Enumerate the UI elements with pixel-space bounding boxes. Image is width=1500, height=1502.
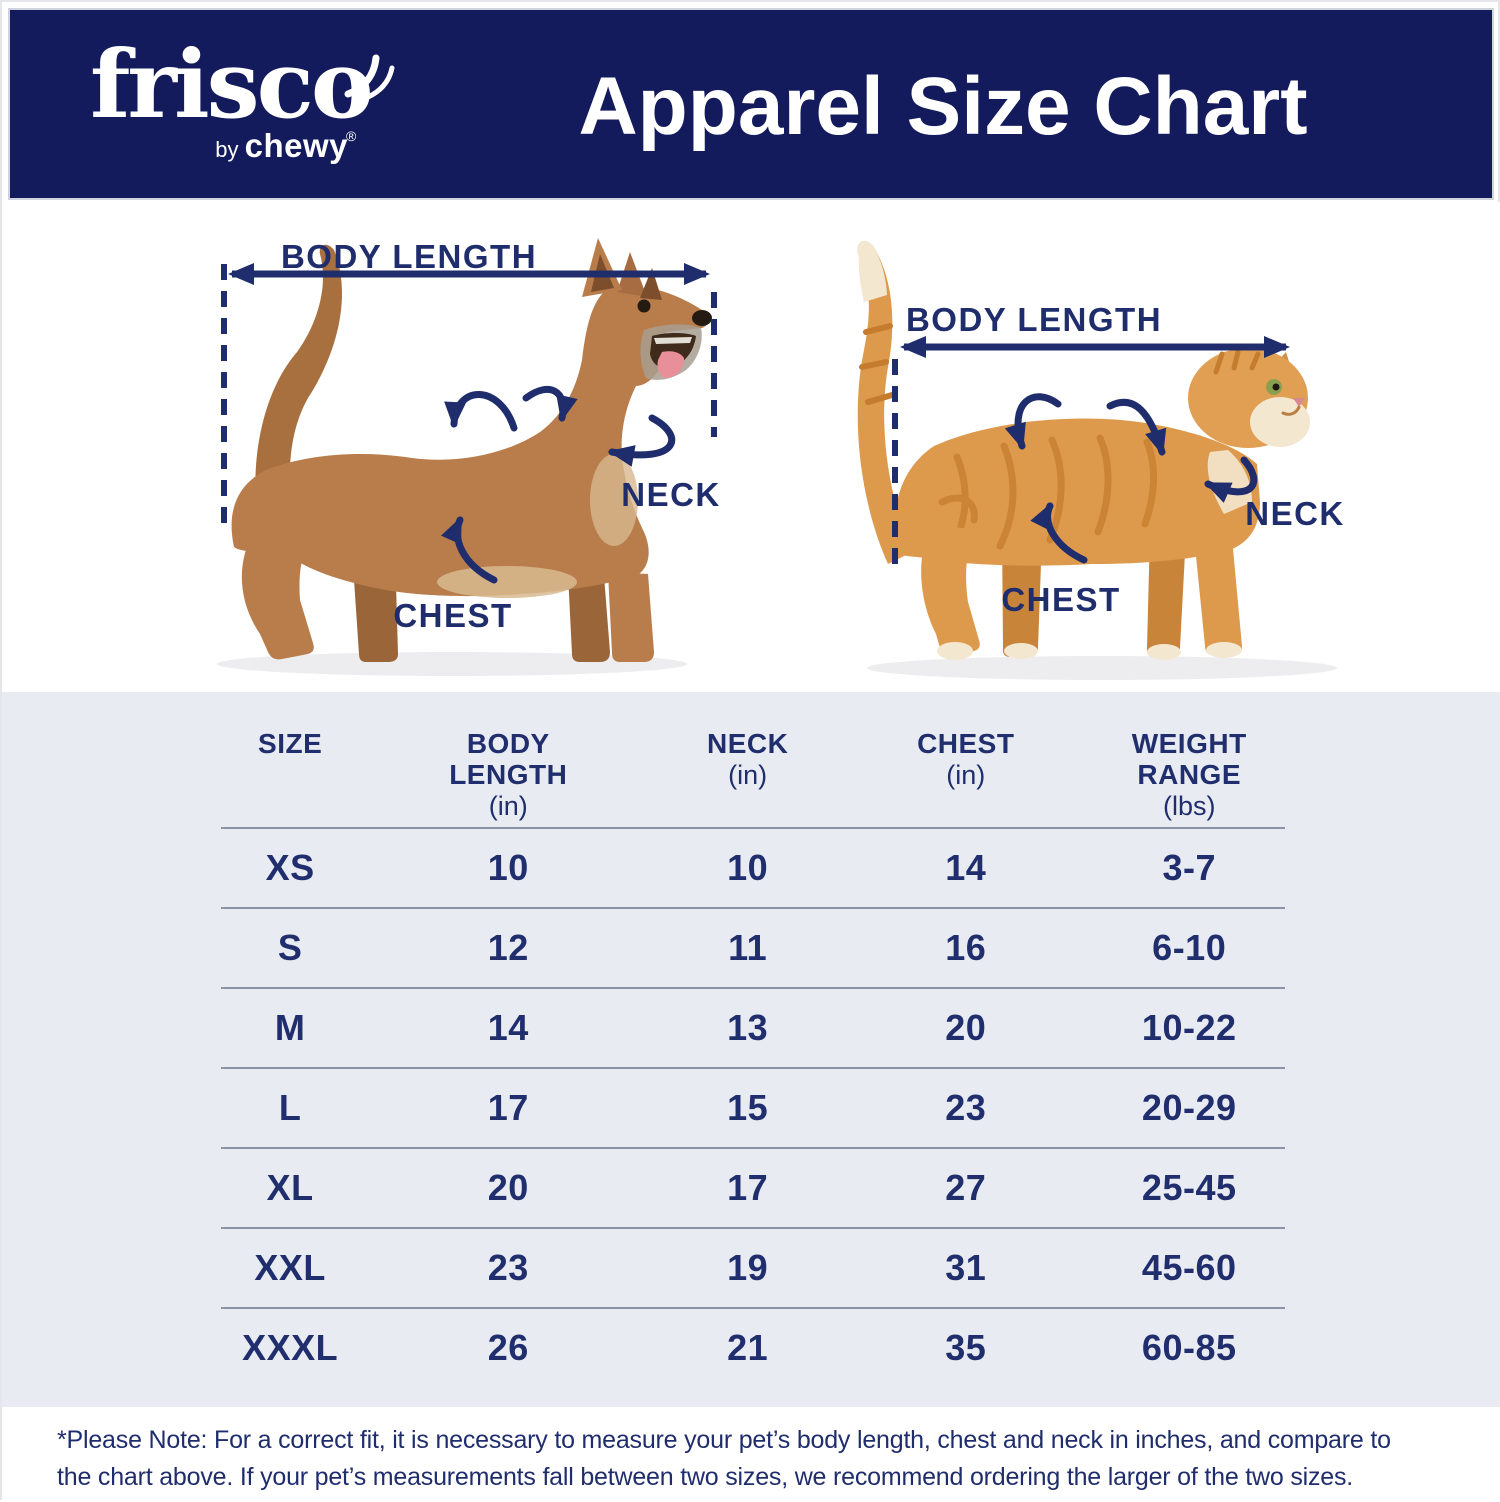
- measurement-diagram-section: BODY LENGTH NECK CHEST BODY LENGTH NECK …: [2, 202, 1500, 692]
- table-row-xs: XS 10 10 14 3-7: [221, 827, 1285, 907]
- size-table-section: SIZE BODY LENGTH (in) NECK (in) CHEST (i…: [2, 692, 1500, 1407]
- cat-measurement-arrows: [892, 336, 1290, 567]
- by-chewy-byline: by chewy: [90, 127, 348, 165]
- column-header-body-length: BODY LENGTH (in): [449, 728, 568, 821]
- registered-trademark: ®: [346, 128, 357, 144]
- dog-neck-label: NECK: [621, 476, 721, 513]
- table-row-xxl: XXL 23 19 31 45-60: [221, 1227, 1285, 1307]
- pet-diagram-canvas: [217, 238, 1337, 680]
- table-row-m: M 14 13 20 10-22: [221, 987, 1285, 1067]
- dog-body-length-label: BODY LENGTH: [280, 238, 538, 275]
- byline-by: by: [215, 136, 245, 162]
- table-row-l: L 17 15 23 20-29: [221, 1067, 1285, 1147]
- table-row-xxxl: XXXL 26 21 35 60-85: [221, 1307, 1285, 1387]
- footer-note-line-1: *Please Note: For a correct fit, it is n…: [57, 1426, 1391, 1454]
- size-table: SIZE BODY LENGTH (in) NECK (in) CHEST (i…: [221, 692, 1285, 1387]
- footer-note: *Please Note: For a correct fit, it is n…: [2, 1407, 1500, 1502]
- dog-chest-label: CHEST: [393, 597, 513, 634]
- chewy-wordmark: chewy: [244, 126, 348, 164]
- table-header-row: SIZE BODY LENGTH (in) NECK (in) CHEST (i…: [221, 692, 1285, 827]
- cat-illustration: [857, 241, 1337, 680]
- column-header-size: SIZE: [258, 728, 323, 759]
- header-banner: frisco ® by chewy Apparel Size Chart: [8, 8, 1494, 200]
- cat-body-length-label: BODY LENGTH: [905, 301, 1163, 338]
- table-row-s: S 12 11 16 6-10: [221, 907, 1285, 987]
- column-header-neck: NECK (in): [706, 728, 789, 790]
- dog-illustration: [217, 238, 712, 676]
- table-row-xl: XL 20 17 27 25-45: [221, 1147, 1285, 1227]
- frisco-logo: frisco ® by chewy: [90, 30, 395, 165]
- frisco-tail-swoosh-icon: [344, 54, 395, 101]
- cat-chest-label: CHEST: [1001, 581, 1121, 618]
- frisco-wordmark: frisco: [90, 30, 374, 140]
- column-header-chest: CHEST (in): [917, 728, 1015, 790]
- column-header-weight-range: WEIGHT RANGE (lbs): [1131, 728, 1247, 821]
- footer-note-line-2: the chart above. If your pet’s measureme…: [57, 1463, 1354, 1491]
- cat-neck-label: NECK: [1245, 495, 1345, 532]
- dog-measurement-arrows: [221, 263, 717, 584]
- page-title: Apparel Size Chart: [578, 61, 1308, 152]
